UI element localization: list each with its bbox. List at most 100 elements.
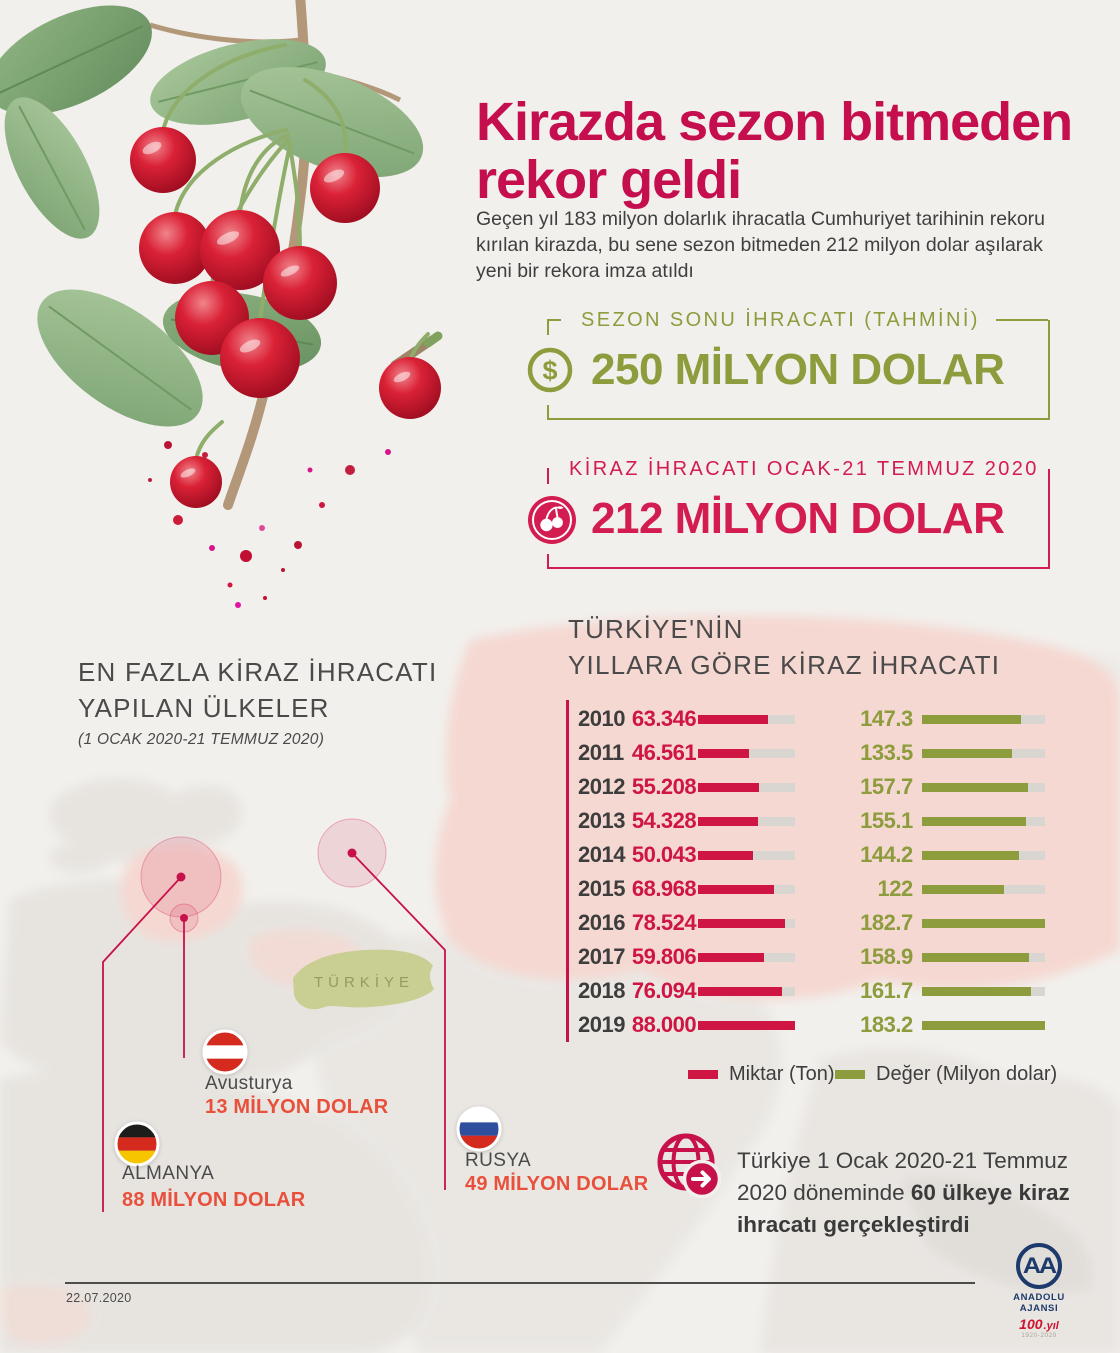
bracket-corner: [547, 468, 549, 484]
deger-bar: [921, 782, 1045, 792]
deger-value: 144.2: [860, 842, 913, 867]
year-label: 2019: [578, 1012, 625, 1037]
bracket-line: [995, 319, 1048, 334]
deger-bar: [921, 986, 1045, 996]
miktar-value: 68.968: [631, 876, 697, 901]
stat-value: 250 MİLYON DOLAR: [591, 345, 1005, 394]
miktar-bar: [697, 782, 796, 792]
miktar-value: 50.043: [631, 842, 697, 867]
miktar-bar: [697, 952, 796, 962]
miktar-value: 54.328: [631, 808, 697, 833]
miktar-bar: [697, 918, 796, 928]
chart-row: 2011 46.561 133.5: [567, 736, 1045, 770]
year-label: 2018: [578, 978, 625, 1003]
miktar-value: 78.524: [631, 910, 697, 935]
bracket-corner: [547, 554, 549, 569]
chart-row: 2013 54.328 155.1: [567, 804, 1045, 838]
legend-deger: Değer (Milyon dolar): [835, 1063, 1057, 1086]
chart-row: 2016 78.524 182.7: [567, 906, 1045, 940]
deger-bar: [921, 884, 1045, 894]
chart-title: TÜRKİYE'NİN YILLARA GÖRE KİRAZ İHRACATI: [568, 614, 1001, 680]
chart-row: 2015 68.968 122: [567, 872, 1045, 906]
country-value: 13 MİLYON DOLAR: [205, 1096, 389, 1118]
aa-centennial: 100.yıl: [1019, 1316, 1059, 1332]
legend-swatch-red: [688, 1070, 718, 1079]
year-label: 2016: [578, 910, 625, 935]
miktar-bar: [697, 816, 796, 826]
deger-bar: [921, 816, 1045, 826]
cherry-icon: [527, 495, 577, 545]
miktar-value: 76.094: [631, 978, 697, 1003]
deger-bar: [921, 714, 1045, 724]
miktar-value: 55.208: [631, 774, 697, 799]
chart-row: 2019 88.000 183.2: [567, 1008, 1045, 1042]
aa-logo: AA ANADOLU AJANSI 100.yıl 1920-2020: [993, 1243, 1085, 1339]
stat-box-current-export: KİRAZ İHRACATI OCAK-21 TEMMUZ 2020 212 M…: [528, 458, 1050, 569]
miktar-bar: [697, 884, 796, 894]
deger-bar: [921, 748, 1045, 758]
year-label: 2014: [578, 842, 625, 867]
deger-value: 147.3: [860, 706, 913, 731]
deger-value: 122: [877, 876, 913, 901]
miktar-value: 88.000: [631, 1012, 697, 1037]
deger-bar: [921, 952, 1045, 962]
chart-row: 2018 76.094 161.7: [567, 974, 1045, 1008]
page-subtitle: Geçen yıl 183 milyon dolarlık ihracatla …: [476, 207, 1046, 282]
aa-logo-ring: AA: [1016, 1243, 1062, 1289]
deger-value: 182.7: [860, 910, 913, 935]
stat-box-season-estimate: SEZON SONU İHRACATI (TAHMİNİ) $ 250 MİLY…: [527, 309, 1050, 420]
page-title: Kirazda sezon bitmeden rekor geldi: [476, 92, 1073, 210]
countries-section-title: EN FAZLA KİRAZ İHRACATI YAPILAN ÜLKELER: [78, 657, 438, 723]
footer-rule: [65, 1282, 975, 1284]
chart-row: 2010 63.346 147.3: [567, 702, 1045, 736]
year-label: 2013: [578, 808, 625, 833]
russia-flag-icon: [456, 1106, 502, 1152]
germany-flag-icon: [114, 1121, 160, 1167]
period-note: (1 OCAK 2020-21 TEMMUZ 2020): [78, 731, 325, 748]
deger-value: 133.5: [860, 740, 913, 765]
globe-arrow-icon: [650, 1128, 728, 1206]
footer-date: 22.07.2020: [66, 1291, 132, 1305]
stat-label: KİRAZ İHRACATI OCAK-21 TEMMUZ 2020: [569, 458, 1039, 480]
stat-value: 212 MİLYON DOLAR: [591, 494, 1005, 543]
chart-axis-line: [566, 700, 569, 1042]
cherry-illustration: [0, 0, 443, 608]
chart-row: 2017 59.806 158.9: [567, 940, 1045, 974]
country-name: ALMANYA: [122, 1163, 215, 1184]
miktar-bar: [697, 850, 796, 860]
paint-splatter: [148, 441, 391, 608]
year-label: 2011: [578, 740, 624, 765]
miktar-value: 46.561: [631, 740, 697, 765]
bracket-corner: [547, 319, 561, 335]
legend-swatch-green: [835, 1070, 865, 1079]
deger-value: 158.9: [860, 944, 913, 969]
turkey-map-label: TÜRKİYE: [314, 973, 414, 991]
country-name: Avusturya: [205, 1073, 293, 1094]
deger-value: 157.7: [860, 774, 913, 799]
legend-miktar: Miktar (Ton): [688, 1063, 835, 1086]
miktar-bar: [697, 1020, 796, 1030]
country-value: 88 MİLYON DOLAR: [122, 1189, 306, 1211]
country-name: RUSYA: [465, 1150, 532, 1171]
year-label: 2012: [578, 774, 625, 799]
chart-row: 2012 55.208 157.7: [567, 770, 1045, 804]
country-value: 49 MİLYON DOLAR: [465, 1173, 649, 1195]
export-note: Türkiye 1 Ocak 2020-21 Temmuz 2020 dönem…: [737, 1147, 1070, 1237]
deger-value: 161.7: [860, 978, 913, 1003]
year-label: 2017: [578, 944, 625, 969]
deger-bar: [921, 918, 1045, 928]
chart-rows: 2010 63.346 147.3 2011 46.561 133.5 2012 55.208…: [567, 702, 1045, 1042]
chart-row: 2014 50.043 144.2: [567, 838, 1045, 872]
miktar-bar: [697, 986, 796, 996]
deger-bar: [921, 1020, 1045, 1030]
deger-bar: [921, 850, 1045, 860]
year-label: 2010: [578, 706, 625, 731]
miktar-value: 59.806: [631, 944, 697, 969]
bracket-corner: [547, 405, 549, 420]
stat-label: SEZON SONU İHRACATI (TAHMİNİ): [581, 309, 980, 331]
miktar-bar: [697, 714, 796, 724]
deger-value: 183.2: [860, 1012, 913, 1037]
dollar-icon: $: [527, 347, 573, 393]
svg-text:$: $: [542, 356, 557, 386]
